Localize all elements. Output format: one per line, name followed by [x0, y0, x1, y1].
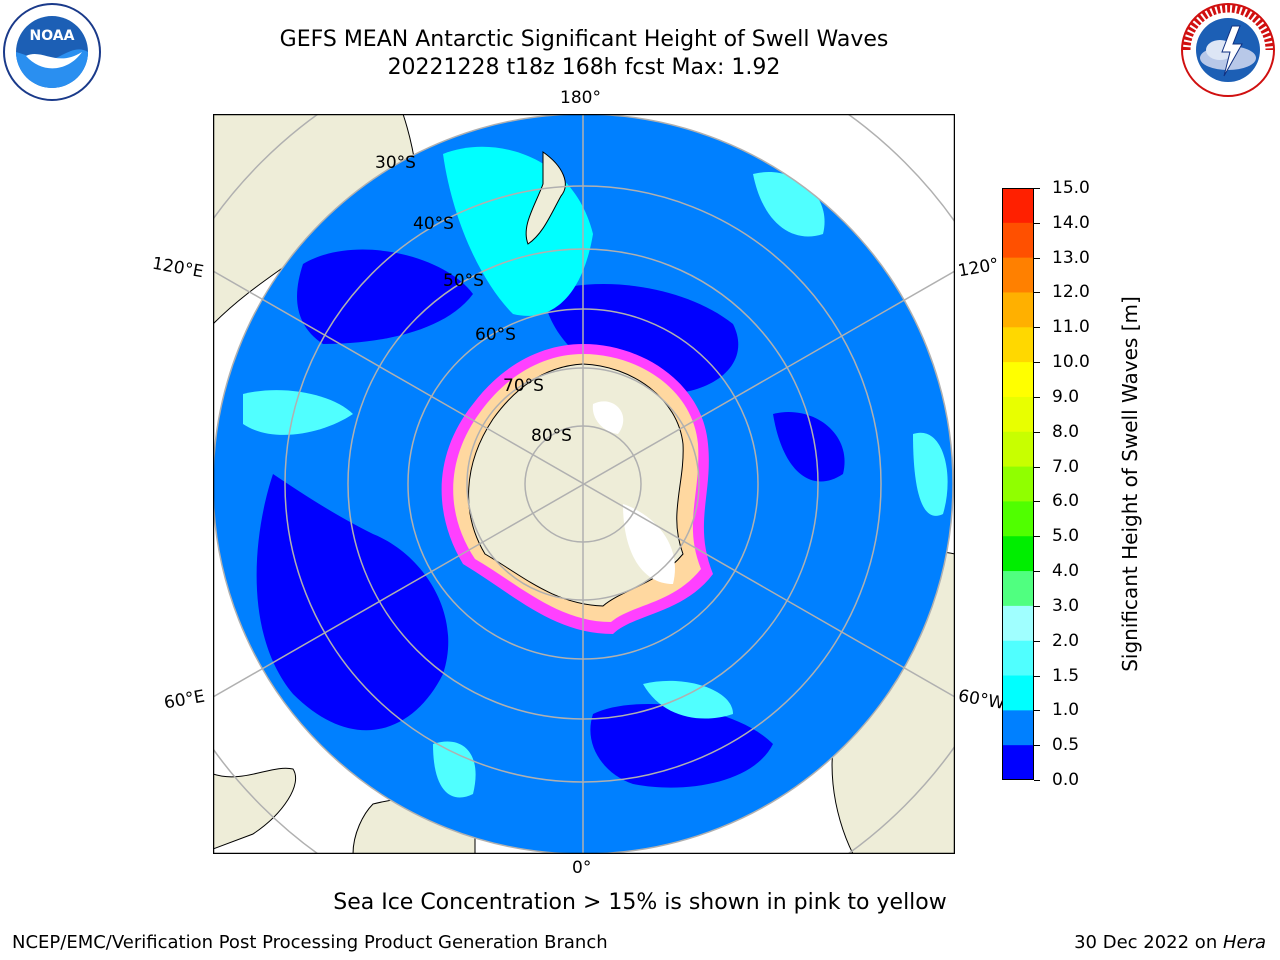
colorbar-tick-label: 10.0	[1052, 352, 1090, 373]
colorbar-segment	[1002, 188, 1034, 224]
colorbar-tick-label: 0.5	[1052, 735, 1080, 756]
colorbar-segment	[1002, 675, 1034, 711]
colorbar-tick-label: 14.0	[1052, 212, 1090, 233]
nws-logo-icon	[1181, 3, 1275, 97]
colorbar-segment	[1002, 536, 1034, 572]
colorbar-tick-label: 11.0	[1052, 317, 1090, 338]
colorbar-tick-label: 12.0	[1052, 282, 1090, 303]
colorbar-segment	[1002, 431, 1034, 468]
colorbar-tickmark	[1034, 640, 1040, 642]
colorbar-tick-label: 7.0	[1052, 456, 1080, 477]
lat-label-70s: 70°S	[503, 376, 544, 396]
colorbar-tick-label: 1.5	[1052, 665, 1080, 686]
colorbar-segment	[1002, 292, 1034, 328]
lat-label-60s: 60°S	[475, 325, 516, 345]
colorbar-label: Significant Height of Swell Waves [m]	[1118, 296, 1142, 672]
lat-label-40s: 40°S	[413, 214, 454, 234]
colorbar-tick-label: 1.0	[1052, 700, 1080, 721]
colorbar-tickmark	[1034, 710, 1040, 712]
footer-machine: Hera	[1222, 932, 1266, 953]
colorbar	[1002, 188, 1034, 780]
colorbar-tick-label: 2.0	[1052, 630, 1080, 651]
lon-label-120w: 120°	[956, 254, 1001, 282]
colorbar-tickmark	[1034, 222, 1040, 224]
colorbar-tickmark	[1034, 292, 1040, 294]
colorbar-tick-label: 8.0	[1052, 421, 1080, 442]
new-zealand-land	[525, 151, 566, 245]
lon-label-60e: 60°E	[162, 686, 207, 714]
colorbar-segment	[1002, 605, 1034, 642]
colorbar-tickmark	[1034, 188, 1040, 189]
colorbar-tickmark	[1034, 431, 1040, 433]
lon-label-120e: 120°E	[150, 253, 206, 283]
colorbar-tickmark	[1034, 745, 1040, 747]
colorbar-tickmark	[1034, 362, 1040, 364]
colorbar-segment	[1002, 327, 1034, 363]
colorbar-segment	[1002, 640, 1034, 677]
footer-date: 30 Dec 2022 on Hera	[1074, 932, 1266, 953]
colorbar-segment	[1002, 222, 1034, 259]
lon-label-180: 180°	[560, 88, 601, 108]
footer-credit: NCEP/EMC/Verification Post Processing Pr…	[12, 932, 608, 953]
colorbar-segment	[1002, 501, 1034, 537]
colorbar-tickmark	[1034, 501, 1040, 503]
colorbar-segment	[1002, 571, 1034, 607]
colorbar-segment	[1002, 396, 1034, 433]
africa-land	[213, 767, 297, 850]
colorbar-tickmark	[1034, 466, 1040, 468]
lat-label-80s: 80°S	[531, 426, 572, 446]
lon-label-0: 0°	[572, 858, 592, 878]
colorbar-tickmark	[1034, 327, 1040, 329]
colorbar-tick-label: 3.0	[1052, 595, 1080, 616]
colorbar-tick-label: 15.0	[1052, 178, 1090, 198]
colorbar-segment	[1002, 466, 1034, 502]
colorbar-segment	[1002, 745, 1034, 780]
colorbar-tickmark	[1034, 675, 1040, 677]
colorbar-tick-label: 13.0	[1052, 247, 1090, 268]
title-line-1: GEFS MEAN Antarctic Significant Height o…	[279, 27, 889, 52]
colorbar-tickmark	[1034, 605, 1040, 607]
colorbar-tick-label: 6.0	[1052, 491, 1080, 512]
polar-map: 30°S 40°S 50°S 60°S 70°S 80°S	[213, 114, 955, 854]
colorbar-tickmark	[1034, 536, 1040, 538]
sea-ice-note: Sea Ice Concentration > 15% is shown in …	[333, 890, 947, 915]
noaa-logo-icon: NOAA	[3, 3, 101, 101]
colorbar-tick-label: 5.0	[1052, 526, 1080, 547]
colorbar-segment	[1002, 257, 1034, 293]
footer-date-text: 30 Dec 2022 on	[1074, 932, 1223, 953]
svg-text:NOAA: NOAA	[30, 28, 75, 44]
colorbar-tick-label: 0.0	[1052, 770, 1080, 790]
colorbar-segment	[1002, 362, 1034, 398]
title-line-2: 20221228 t18z 168h fcst Max: 1.92	[387, 55, 781, 80]
colorbar-segment	[1002, 710, 1034, 746]
colorbar-tickmark	[1034, 396, 1040, 398]
colorbar-tick-label: 9.0	[1052, 386, 1080, 407]
colorbar-tickmark	[1034, 257, 1040, 259]
lat-label-50s: 50°S	[443, 271, 484, 291]
colorbar-tickmark	[1034, 780, 1040, 781]
colorbar-tick-label: 4.0	[1052, 561, 1080, 582]
colorbar-tickmark	[1034, 571, 1040, 573]
lon-label-60w: 60°W	[956, 686, 1007, 714]
lat-label-30s: 30°S	[375, 153, 416, 173]
